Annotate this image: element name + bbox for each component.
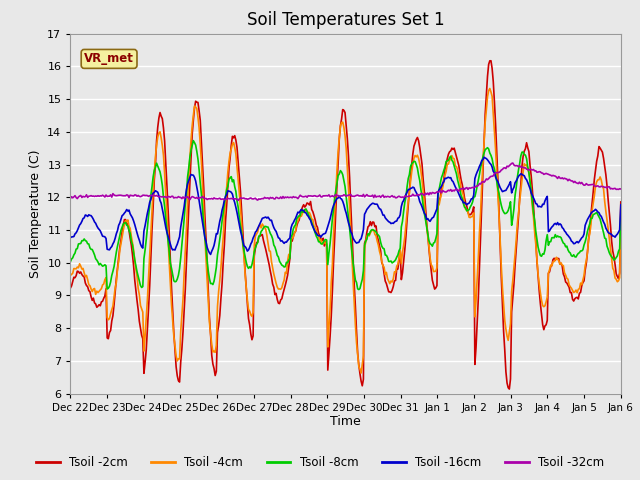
Text: VR_met: VR_met: [84, 52, 134, 65]
Title: Soil Temperatures Set 1: Soil Temperatures Set 1: [247, 11, 444, 29]
Legend: Tsoil -2cm, Tsoil -4cm, Tsoil -8cm, Tsoil -16cm, Tsoil -32cm: Tsoil -2cm, Tsoil -4cm, Tsoil -8cm, Tsoi…: [31, 452, 609, 474]
X-axis label: Time: Time: [330, 415, 361, 429]
Y-axis label: Soil Temperature (C): Soil Temperature (C): [29, 149, 42, 278]
